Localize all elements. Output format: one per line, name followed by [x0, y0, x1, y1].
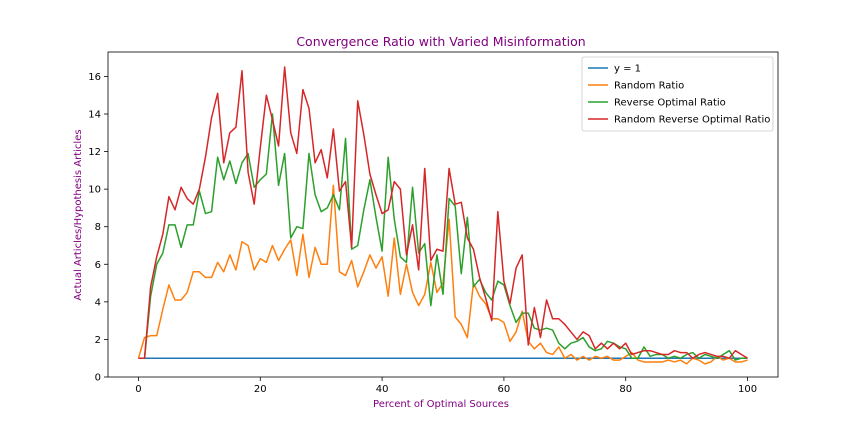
- x-tick-label: 20: [254, 384, 267, 395]
- x-axis-label: Percent of Optimal Sources: [373, 399, 509, 410]
- series-lines: [137, 66, 748, 365]
- x-tick-label: 40: [376, 384, 389, 395]
- y-tick-label: 2: [95, 335, 101, 346]
- y-tick-label: 14: [88, 109, 101, 120]
- y-tick-label: 16: [88, 72, 101, 83]
- plot-frame: [107, 51, 779, 378]
- series-line-2: [137, 184, 748, 365]
- y-tick-label: 0: [95, 373, 101, 384]
- series-line-4: [138, 66, 748, 359]
- y-tick-label: 4: [95, 297, 101, 308]
- ticks: 0 20 40 60 80 100 0 2 4 6 8 10 12 14 16: [88, 72, 757, 395]
- x-tick-label: 100: [738, 384, 757, 395]
- legend-box: [581, 56, 774, 132]
- y-tick-label: 8: [95, 222, 101, 233]
- x-tick-label: 60: [498, 384, 511, 395]
- y-tick-label: 10: [88, 185, 101, 196]
- legend: y = 1 Random Ratio Reverse Optimal Ratio Ra…: [581, 56, 774, 132]
- legend-label: Random Reverse Optimal Ratio: [614, 115, 770, 126]
- x-tick-label: 0: [135, 384, 141, 395]
- chart-title: Convergence Ratio with Varied Misinforma…: [296, 34, 585, 49]
- y-tick-label: 6: [95, 260, 101, 271]
- series-line-3: [138, 113, 748, 361]
- legend-label: Random Ratio: [614, 81, 684, 92]
- y-tick-label: 12: [88, 147, 101, 158]
- axes: Convergence Ratio with Varied Misinforma…: [73, 34, 586, 410]
- x-tick-label: 80: [619, 384, 632, 395]
- y-axis-label: Actual Articles/Hypothesis Articles: [73, 129, 84, 300]
- legend-label: y = 1: [614, 64, 641, 75]
- legend-label: Reverse Optimal Ratio: [614, 98, 726, 109]
